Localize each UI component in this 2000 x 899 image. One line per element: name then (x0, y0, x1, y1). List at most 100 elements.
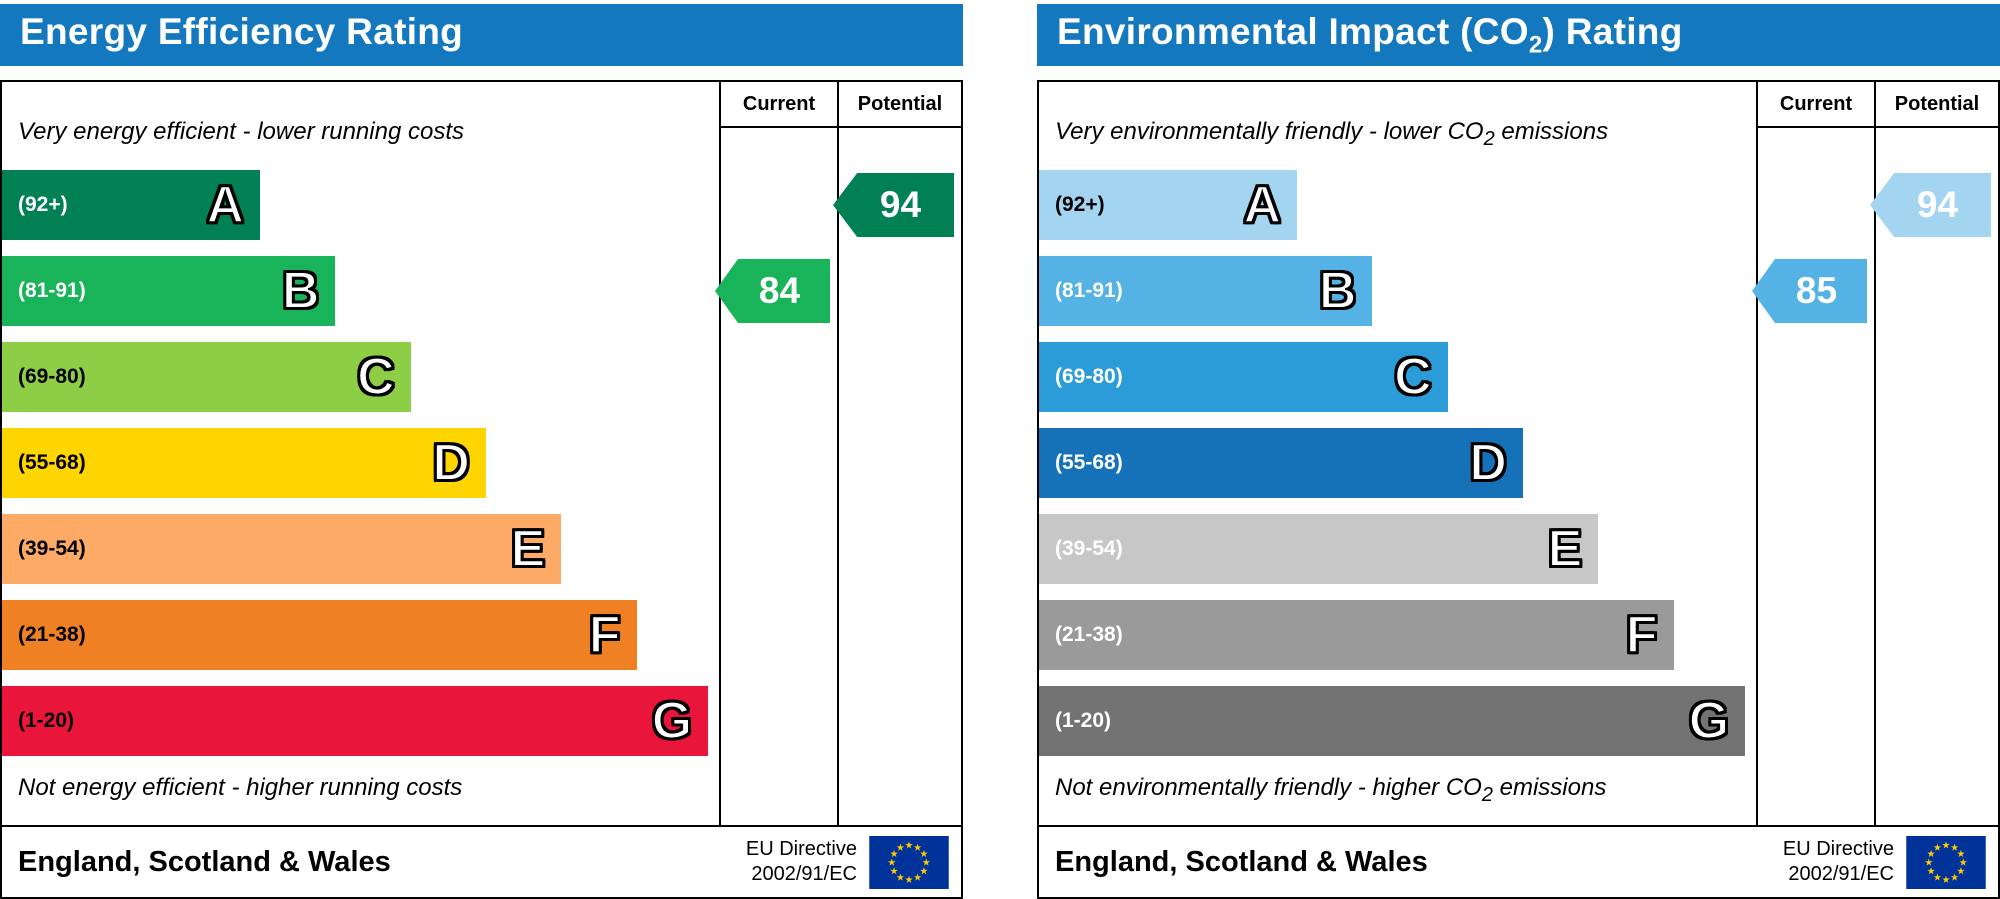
band-range: (1-20) (1055, 709, 1112, 732)
current-column-body: 84 (715, 128, 837, 825)
note-text-post: emissions (1492, 774, 1607, 801)
energy-title: Energy Efficiency Rating (20, 11, 463, 59)
band-f: (21-38) F (2, 600, 637, 670)
band-range: (39-54) (18, 537, 86, 560)
rating-bands: (92+) A (81-91) B (69-80) C (55-68) D (39-54… (2, 170, 719, 756)
note-text-post: emissions (1494, 118, 1609, 145)
table-footer: England, Scotland & Wales EU Directive 2… (1039, 825, 1998, 897)
band-f: (21-38) F (1039, 600, 1674, 670)
current-rating-value: 84 (758, 270, 801, 311)
note-text: Very environmentally friendly - lower CO (1055, 118, 1484, 145)
band-g: (1-20) G (2, 686, 709, 756)
bottom-note: Not environmentally friendly - higher CO… (1039, 772, 1756, 806)
potential-rating-arrow: 94 (833, 173, 954, 237)
note-text: Very energy efficient - lower running co… (18, 118, 464, 145)
table-footer: England, Scotland & Wales EU Directive 2… (2, 825, 961, 897)
band-letter: C (356, 348, 396, 406)
band-letter: C (1393, 348, 1433, 406)
band-g: (1-20) G (1039, 686, 1746, 756)
eu-directive-label: EU Directive 2002/91/EC (1783, 837, 1894, 887)
band-range: (69-80) (18, 365, 86, 388)
eu-flag-icon (869, 835, 949, 889)
band-e: (39-54) E (1039, 514, 1599, 584)
environmental-title: Environmental Impact (CO2) Rating (1057, 11, 1683, 59)
environmental-rating-table: Very environmentally friendly - lower CO… (1037, 80, 2000, 899)
region-label: England, Scotland & Wales (1055, 845, 1428, 878)
rating-bands: (92+) A (81-91) B (69-80) C (55-68) D (39-54… (1039, 170, 1756, 756)
band-e: (39-54) E (2, 514, 562, 584)
eu-directive-line2: 2002/91/EC (751, 863, 857, 885)
current-column: Current 84 (715, 82, 837, 825)
note-subscript: 2 (1483, 127, 1495, 150)
potential-rating-arrow: 94 (1870, 173, 1991, 237)
potential-column-body: 94 (1870, 128, 1998, 825)
title-subscript: 2 (1528, 31, 1543, 59)
note-text: Not environmentally friendly - higher CO (1055, 774, 1482, 801)
band-range: (39-54) (1055, 537, 1123, 560)
band-letter: G (651, 692, 693, 750)
band-letter: B (281, 262, 321, 320)
band-letter: E (1547, 520, 1584, 578)
band-letter: G (1688, 692, 1730, 750)
current-rating-value: 85 (1795, 270, 1838, 311)
current-column: Current 85 (1752, 82, 1874, 825)
band-a: (92+) A (1039, 170, 1298, 240)
band-letter: F (1625, 606, 1659, 664)
eu-directive-line1: EU Directive (745, 838, 857, 860)
top-note: Very environmentally friendly - lower CO… (1039, 116, 1756, 150)
energy-efficiency-panel: Energy Efficiency Rating Very energy eff… (0, 4, 963, 899)
current-rating-arrow: 85 (1752, 259, 1867, 323)
eu-flag-icon (1906, 835, 1986, 889)
band-a: (92+) A (2, 170, 261, 240)
eu-directive-line1: EU Directive (1782, 838, 1894, 860)
band-letter: E (510, 520, 547, 578)
title-text-post: ) Rating (1542, 10, 1683, 52)
potential-column: Potential 94 (833, 82, 961, 825)
band-range: (55-68) (1055, 451, 1123, 474)
note-text: Not energy efficient - higher running co… (18, 774, 463, 801)
band-range: (92+) (18, 193, 68, 216)
potential-header: Potential (1876, 82, 1998, 128)
band-range: (55-68) (18, 451, 86, 474)
environmental-impact-panel: Environmental Impact (CO2) Rating Very e… (1037, 4, 2000, 899)
band-b: (81-91) B (1039, 256, 1373, 326)
band-letter: B (1318, 262, 1358, 320)
band-letter: A (206, 176, 246, 234)
eu-directive-label: EU Directive 2002/91/EC (746, 837, 857, 887)
potential-header: Potential (839, 82, 961, 128)
band-range: (69-80) (1055, 365, 1123, 388)
band-range: (81-91) (1055, 279, 1123, 302)
band-letter: F (588, 606, 622, 664)
region-label: England, Scotland & Wales (18, 845, 391, 878)
current-rating-arrow: 84 (715, 259, 830, 323)
energy-rating-body: Very energy efficient - lower running co… (2, 82, 961, 825)
energy-title-bar: Energy Efficiency Rating (0, 4, 963, 66)
band-range: (21-38) (1055, 623, 1123, 646)
potential-column-body: 94 (833, 128, 961, 825)
potential-rating-value: 94 (879, 184, 922, 225)
title-text: Energy Efficiency Rating (20, 10, 464, 52)
band-letter: A (1243, 176, 1283, 234)
band-range: (92+) (1055, 193, 1105, 216)
band-d: (55-68) D (2, 428, 486, 498)
potential-rating-value: 94 (1916, 184, 1959, 225)
energy-band-chart: Very energy efficient - lower running co… (2, 82, 719, 825)
current-header: Current (721, 82, 837, 128)
title-text: Environmental Impact (CO (1057, 10, 1529, 52)
band-letter: D (1468, 434, 1508, 492)
band-b: (81-91) B (2, 256, 336, 326)
band-range: (1-20) (18, 709, 75, 732)
band-c: (69-80) C (2, 342, 411, 412)
environmental-band-chart: Very environmentally friendly - lower CO… (1039, 82, 1756, 825)
band-c: (69-80) C (1039, 342, 1448, 412)
eu-directive-line2: 2002/91/EC (1788, 863, 1894, 885)
environmental-rating-body: Very environmentally friendly - lower CO… (1039, 82, 1998, 825)
bottom-note: Not energy efficient - higher running co… (2, 772, 719, 804)
environmental-title-bar: Environmental Impact (CO2) Rating (1037, 4, 2000, 66)
band-range: (21-38) (18, 623, 86, 646)
band-letter: D (431, 434, 471, 492)
top-note: Very energy efficient - lower running co… (2, 116, 719, 148)
band-range: (81-91) (18, 279, 86, 302)
current-header: Current (1758, 82, 1874, 128)
